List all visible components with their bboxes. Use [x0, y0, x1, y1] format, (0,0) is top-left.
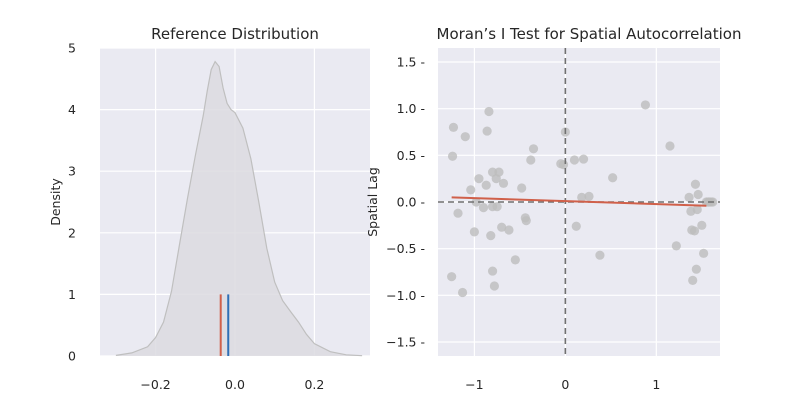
scatter-point	[571, 221, 581, 231]
scatter-point	[699, 248, 709, 258]
scatter-points	[447, 100, 718, 298]
left-x-tick-label: −0.2	[140, 377, 170, 392]
scatter-point	[526, 155, 536, 165]
left-y-axis-label: Density	[48, 178, 63, 226]
scatter-point	[469, 227, 479, 237]
scatter-point	[697, 220, 707, 230]
scatter-point	[584, 191, 594, 201]
right-chart-title: Moran’s I Test for Spatial Autocorrelati…	[437, 25, 742, 43]
scatter-point	[558, 160, 569, 170]
scatter-point	[466, 185, 476, 195]
right-y-tick-label: 1.5 -	[397, 55, 425, 70]
right-y-tick-label: 0.5 -	[397, 148, 425, 163]
scatter-point	[569, 155, 580, 165]
scatter-point	[521, 216, 531, 226]
scatter-point	[510, 255, 520, 265]
scatter-point	[504, 225, 514, 235]
scatter-point	[691, 264, 701, 274]
scatter-point	[665, 141, 675, 151]
left-x-tick-labels: −0.2 0.0 0.2	[140, 377, 324, 392]
right-y-tick-label: −1.5 -	[386, 335, 425, 350]
scatter-point	[447, 151, 458, 161]
right-x-tick-label: 1	[652, 377, 660, 392]
left-x-tick-label: 0.0	[225, 377, 245, 392]
scatter-point	[448, 122, 459, 132]
right-x-tick-label: −1	[465, 377, 483, 392]
scatter-point	[481, 180, 491, 190]
scatter-point	[497, 222, 507, 232]
right-x-tick-labels: −1 0 1	[465, 377, 660, 392]
scatter-point	[447, 272, 457, 282]
scatter-point	[498, 178, 509, 188]
scatter-point	[693, 189, 703, 200]
scatter-point	[684, 192, 694, 202]
morans-i-scatter-panel: −1 0 1 −1.5 - −1.0 - −0.5 - 0.0 - 0.5 - 1.0 - 1.…	[365, 25, 741, 392]
scatter-point	[640, 100, 651, 110]
left-chart-title: Reference Distribution	[151, 25, 319, 43]
scatter-point	[457, 287, 468, 298]
left-y-tick-label: 4	[68, 102, 76, 117]
scatter-point	[517, 183, 527, 193]
reference-distribution-panel: −0.2 0.0 0.2 0 1 2 3 4 5 Reference Distribution…	[48, 25, 370, 392]
scatter-point	[484, 106, 494, 117]
left-y-tick-label: 3	[68, 164, 76, 179]
right-y-tick-label: 1.0 -	[397, 101, 425, 116]
scatter-point	[689, 226, 700, 236]
right-x-tick-label: 0	[561, 377, 569, 392]
regression-fit-line	[451, 196, 707, 207]
left-y-tick-label: 0	[68, 349, 76, 364]
scatter-point	[489, 281, 499, 291]
scatter-point	[595, 250, 605, 260]
scatter-point	[577, 192, 587, 202]
right-y-tick-label: −1.0 -	[386, 288, 425, 303]
scatter-point	[460, 132, 470, 142]
left-y-tick-labels: 0 1 2 3 4 5	[68, 41, 76, 364]
scatter-point	[578, 154, 589, 164]
left-y-tick-label: 2	[68, 225, 76, 240]
scatter-point	[690, 179, 701, 189]
scatter-point	[453, 208, 463, 218]
scatter-point	[482, 126, 492, 136]
scatter-point	[494, 167, 504, 177]
right-y-tick-label: −0.5 -	[386, 241, 425, 256]
scatter-point	[487, 266, 498, 276]
right-y-axis-label: Spatial Lag	[365, 167, 380, 237]
kde-line	[115, 60, 363, 357]
scatter-point	[492, 202, 502, 212]
scatter-point	[486, 231, 496, 241]
scatter-point	[528, 144, 539, 154]
reference-vlines	[219, 294, 230, 356]
left-x-tick-label: 0.2	[304, 377, 324, 392]
right-y-tick-label: 0.0 -	[397, 195, 425, 210]
scatter-point	[688, 275, 698, 285]
scatter-point	[474, 174, 484, 184]
scatter-point	[608, 173, 618, 183]
left-y-tick-label: 5	[68, 41, 76, 56]
scatter-point	[471, 197, 481, 207]
scatter-point	[671, 241, 681, 251]
right-y-tick-labels: −1.5 - −1.0 - −0.5 - 0.0 - 0.5 - 1.0 - 1.5 -	[386, 55, 425, 350]
scatter-point	[478, 203, 489, 213]
left-y-tick-label: 1	[68, 287, 76, 302]
kde-area	[115, 61, 363, 356]
scatter-point	[692, 204, 702, 215]
